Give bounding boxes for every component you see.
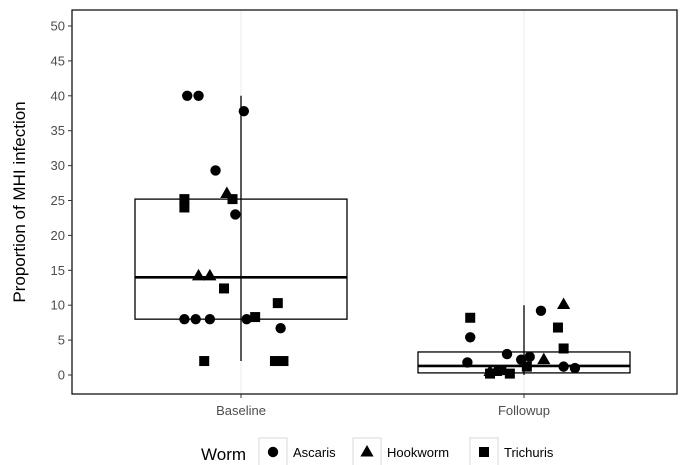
point-trichuris [558,343,569,354]
point-hookworm [191,268,206,281]
point-ascaris [193,90,204,102]
point-ascaris [230,209,241,220]
point-trichuris [272,298,283,309]
point-trichuris [552,322,563,333]
legend-marker-hookworm [360,445,374,457]
y-tick-label: 5 [58,333,65,348]
point-trichuris [250,312,261,323]
legend-marker-ascaris [267,446,279,458]
point-trichuris [199,356,210,367]
panel-border [71,9,678,395]
point-ascaris [241,313,252,325]
y-tick-label: 0 [58,368,65,383]
legend-label-hookworm: Hookworm [387,445,449,460]
point-trichuris [179,202,190,213]
x-axis: Baseline Followup [216,394,550,418]
point-hookworm [203,268,217,281]
point-layer [179,90,581,379]
point-ascaris [190,313,201,325]
y-axis-title: Proportion of MHI infection [10,101,29,302]
point-trichuris [269,356,280,367]
point-ascaris [535,305,547,316]
point-ascaris [238,105,250,117]
point-ascaris [558,361,569,372]
point-ascaris [210,165,221,176]
point-trichuris [227,194,238,205]
point-ascaris [462,357,473,368]
point-ascaris [465,332,476,343]
x-tick-label: Baseline [216,403,266,418]
box-followup [417,351,631,374]
point-ascaris [524,351,535,363]
point-ascaris [182,90,193,102]
y-tick-label: 15 [51,263,65,278]
point-trichuris [521,361,532,372]
legend: Worm Ascaris Hookworm Trichuris [201,437,554,465]
point-trichuris [179,194,190,205]
point-ascaris [569,362,581,374]
point-trichuris [485,368,496,379]
y-tick-label: 10 [51,298,65,313]
point-ascaris [179,313,190,325]
box-layer [134,95,631,375]
point-ascaris [204,313,216,325]
y-tick-label: 25 [51,193,65,208]
y-tick-label: 20 [51,228,65,243]
legend-label-ascaris: Ascaris [293,445,336,460]
point-trichuris [278,356,289,367]
y-tick-label: 45 [51,53,65,68]
y-tick-label: 40 [51,88,65,103]
legend-title: Worm [201,445,246,464]
y-tick-label: 50 [51,19,65,34]
y-tick-label: 35 [51,123,65,138]
x-tick-label: Followup [498,403,550,418]
point-hookworm [537,352,551,365]
y-tick-label: 30 [51,158,65,173]
point-hookworm [557,297,571,310]
legend-marker-trichuris [479,447,489,457]
box-baseline [134,198,348,320]
point-ascaris [501,348,513,360]
point-trichuris [496,365,507,376]
legend-label-trichuris: Trichuris [504,445,554,460]
point-trichuris [219,283,230,294]
y-axis: 0 5 10 15 20 25 30 35 40 45 50 [51,19,72,383]
point-trichuris [465,312,476,323]
point-ascaris [275,323,286,334]
point-trichuris [504,368,515,379]
